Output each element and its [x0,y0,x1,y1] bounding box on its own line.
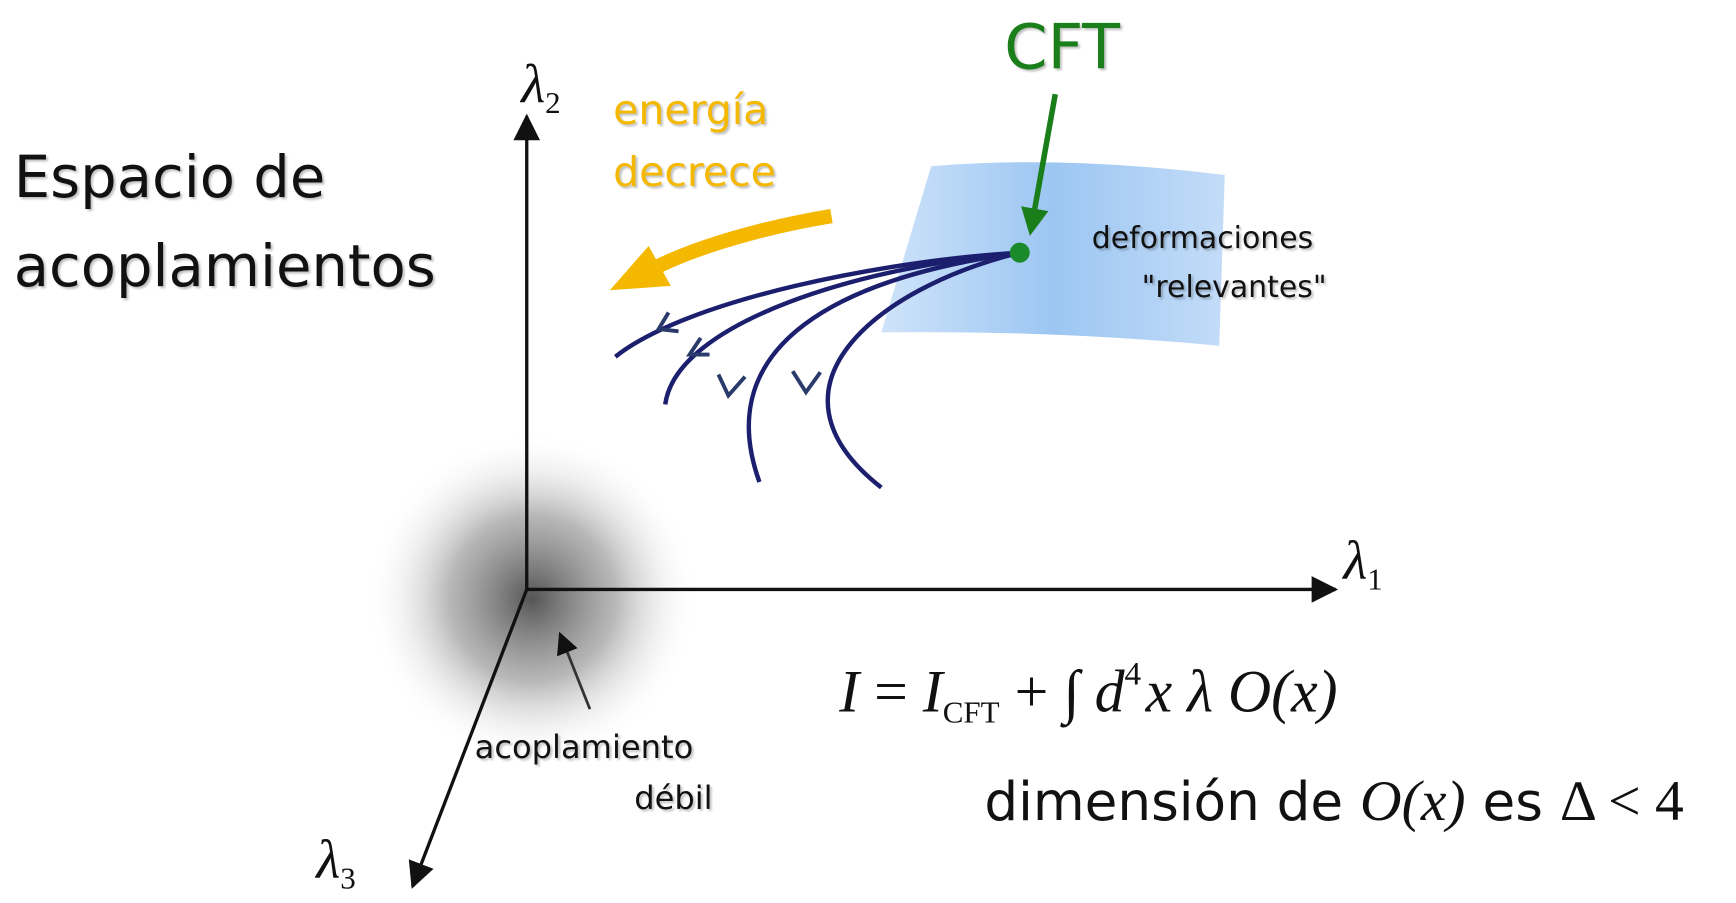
y-axis-label: λ2 [519,53,561,120]
condition-part: Δ < 4 [1560,770,1684,833]
condition: dimensión de O(x) es Δ < 4 [984,770,1683,833]
diagram: Espacio de acoplamientos λ2 λ1 λ3 energí… [0,0,1736,903]
condition-part: O(x) [1360,770,1466,833]
eq-part: x λ O(x) [1145,658,1338,724]
axis-symbol: λ [314,829,340,890]
weak-coupling-region [366,432,698,764]
flow-label: decrece [613,148,776,196]
eq-part: + ∫ [1000,658,1095,728]
eq-sub: CFT [943,694,1000,729]
surface-label: deformaciones [1092,221,1313,256]
eq-part: = [859,658,923,724]
axis-index: 3 [340,861,356,896]
x-axis-label: λ1 [1341,529,1383,596]
z-axis-label: λ3 [314,829,355,896]
axis-index: 2 [545,85,561,120]
title-line: acoplamientos [14,233,436,300]
equation: I = ICFT + ∫ d4x λ O(x) [838,656,1337,730]
eq-exp: 4 [1125,656,1142,693]
surface-label: "relevantes" [1142,270,1327,305]
cft-point [1010,243,1030,263]
axis-symbol: λ [519,53,545,114]
cft-label: CFT [1004,11,1121,84]
arrowhead [793,371,821,392]
title-line: Espacio de [14,144,326,211]
flow-label: energía [613,86,768,134]
arrowhead [718,374,745,395]
axis-index: 1 [1367,561,1383,596]
eq-part: d [1095,658,1126,724]
energy-arrow [654,216,831,268]
axis-symbol: λ [1341,529,1367,590]
condition-part: dimensión de [984,771,1360,833]
weak-label: acoplamiento [475,728,694,766]
weak-label: débil [634,779,712,817]
condition-part: es [1466,771,1560,833]
